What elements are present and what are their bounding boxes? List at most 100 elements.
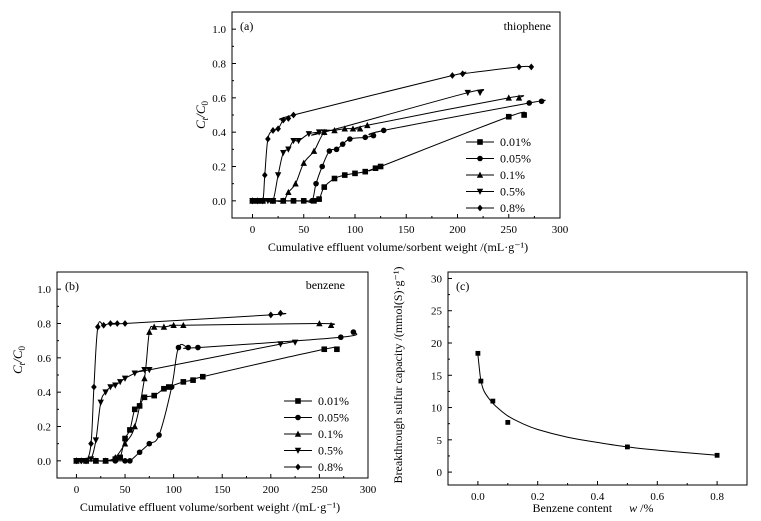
- data-point: [180, 321, 187, 329]
- legend-marker: [476, 188, 484, 195]
- data-point: [275, 125, 281, 133]
- y-tick-label: 0.6: [212, 93, 226, 105]
- y-tick-label: 0.6: [37, 353, 51, 365]
- data-point: [146, 328, 153, 335]
- data-point: [309, 198, 315, 204]
- y-label-sub2: 0: [17, 346, 27, 351]
- y-axis-label: Ct/C0: [10, 346, 27, 374]
- data-point: [538, 98, 545, 105]
- y-tick-label: 0.4: [212, 127, 226, 139]
- data-point: [526, 100, 533, 106]
- data-point: [321, 129, 328, 136]
- data-point: [377, 163, 384, 170]
- data-point: [180, 379, 187, 385]
- data-point: [190, 377, 196, 383]
- annotation: benzene: [306, 278, 345, 292]
- y-tick-label: 0.8: [212, 59, 226, 71]
- legend-item: 0.1%: [466, 168, 525, 182]
- data-point: [114, 320, 121, 327]
- data-point: [127, 427, 133, 433]
- data-point: [300, 159, 307, 166]
- data-point: [476, 89, 484, 97]
- legend-label: 0.1%: [318, 427, 343, 441]
- data-point: [331, 175, 338, 182]
- panel-label: (a): [240, 19, 253, 33]
- data-point: [331, 127, 338, 134]
- data-point: [73, 457, 80, 465]
- data-point: [478, 378, 484, 384]
- data-point: [515, 94, 523, 101]
- data-point: [305, 131, 313, 138]
- legend-label: 0.5%: [500, 185, 525, 199]
- data-point: [321, 346, 328, 353]
- legend-label: 0.8%: [318, 460, 343, 474]
- data-point: [121, 440, 129, 447]
- x-tick-label: 0.6: [650, 491, 664, 503]
- fit-curve: [477, 354, 718, 456]
- x-tick-label: 50: [120, 484, 132, 496]
- data-point: [362, 134, 369, 141]
- data-point: [127, 458, 133, 464]
- data-point: [141, 394, 148, 401]
- y-label-main: C: [193, 120, 208, 129]
- chart-panel-a: 0 50 100 150 200 250 300 0.0 0.2 0.4 0.6 0.8 1.0 (a) t…: [193, 11, 569, 254]
- data-point: [170, 321, 177, 329]
- y-label-main: C: [10, 365, 25, 374]
- x-label-var: w: [629, 501, 637, 515]
- data-point: [362, 168, 369, 175]
- series-circle: [73, 329, 358, 464]
- data-point: [505, 113, 512, 120]
- legend-marker: [295, 463, 301, 471]
- data-point: [117, 454, 123, 461]
- data-point: [295, 137, 302, 145]
- data-point: [341, 172, 348, 178]
- data-point: [141, 375, 148, 382]
- data-point: [459, 70, 466, 78]
- data-point: [516, 63, 522, 71]
- data-point: [475, 350, 481, 356]
- x-tick-label: 50: [298, 224, 310, 236]
- annotation: thiophene: [504, 19, 551, 33]
- x-tick-label: 100: [347, 224, 364, 236]
- x-tick-label: 150: [398, 224, 415, 236]
- x-tick-label: 250: [311, 484, 328, 496]
- y-tick-label: 1.0: [37, 284, 51, 296]
- data-point: [165, 384, 172, 390]
- data-point: [249, 197, 256, 205]
- data-point: [315, 129, 323, 136]
- data-point: [131, 406, 138, 413]
- data-point: [112, 454, 119, 461]
- data-point: [274, 172, 282, 179]
- data-point: [277, 341, 284, 348]
- data-point: [199, 373, 206, 380]
- y-tick-label: 0.0: [212, 196, 226, 208]
- data-point: [150, 323, 158, 330]
- data-point: [316, 196, 322, 202]
- legend-marker: [477, 155, 483, 162]
- legend-item: 0.1%: [284, 427, 343, 441]
- y-tick-label: 5: [437, 435, 443, 447]
- series-square: [249, 111, 527, 204]
- series-line: [76, 312, 287, 463]
- data-point: [339, 141, 346, 147]
- x-tick-label: 0: [250, 224, 256, 236]
- data-point: [270, 127, 276, 134]
- legend-marker: [477, 204, 483, 212]
- series-line: [252, 65, 532, 204]
- x-axis-label: Cumulative effluent volume/sorbent weigh…: [268, 240, 528, 254]
- data-point: [92, 457, 100, 464]
- y-axis-label: Ct/C0: [193, 101, 210, 129]
- data-point: [490, 398, 496, 404]
- data-point: [131, 370, 138, 377]
- data-point: [280, 149, 287, 157]
- data-point: [121, 375, 129, 382]
- series-diamond: [249, 63, 535, 205]
- x-tick-label: 250: [501, 224, 518, 236]
- plot-frame: [447, 271, 748, 486]
- data-point: [185, 344, 192, 351]
- legend-marker: [294, 447, 302, 454]
- y-axis-label: Breakthrough sulfur capacity /(mmol(S)·g…: [391, 267, 405, 484]
- data-point: [122, 320, 128, 327]
- series-line: [76, 346, 340, 462]
